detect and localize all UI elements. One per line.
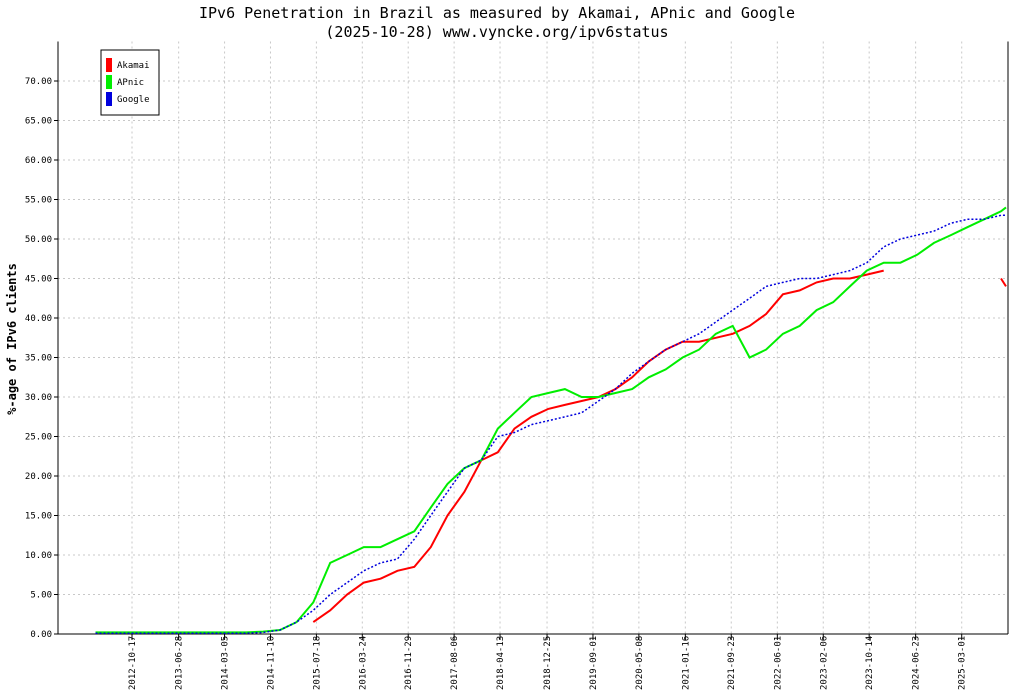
y-tick-label: 10.00 [25,551,52,561]
x-tick-label: 2012-10-17 [128,636,138,690]
y-tick-label: 25.00 [25,433,52,443]
y-tick-label: 15.00 [25,512,52,522]
x-tick-label: 2023-02-06 [819,636,829,690]
x-tick-label: 2025-03-01 [958,636,968,690]
y-tick-label: 55.00 [25,196,52,206]
legend-label: Akamai [117,61,150,71]
x-tick-label: 2022-06-01 [773,636,783,690]
x-tick-label: 2020-05-08 [635,636,645,690]
x-tick-label: 2014-03-05 [221,636,231,690]
legend-label: Google [117,95,150,105]
x-tick-label: 2023-10-14 [865,636,875,690]
y-tick-label: 45.00 [25,275,52,285]
y-tick-label: 70.00 [25,77,52,87]
x-tick-label: 2021-09-23 [727,636,737,690]
y-tick-label: 60.00 [25,156,52,166]
x-tick-label: 2016-03-24 [358,636,368,690]
y-tick-label: 0.00 [30,630,52,640]
x-tick-label: 2019-09-01 [589,636,599,690]
legend-swatch [106,75,112,89]
series-line [312,269,1007,623]
x-tick-label: 2015-07-18 [312,636,322,690]
legend-label: APnic [117,78,144,88]
x-tick-label: 2014-11-10 [266,636,276,690]
y-tick-label: 5.00 [30,591,52,601]
chart-title: IPv6 Penetration in Brazil as measured b… [199,4,795,22]
chart-subtitle: (2025-10-28) www.vyncke.org/ipv6status [325,23,668,41]
x-tick-label: 2013-06-28 [175,636,185,690]
legend-swatch [106,58,112,72]
legend-swatch [106,92,112,106]
y-tick-label: 30.00 [25,393,52,403]
x-tick-label: 2017-08-06 [450,636,460,690]
series-line [95,214,1006,634]
x-tick-label: 2018-12-25 [543,636,553,690]
y-axis-label: %-age of IPv6 clients [5,263,19,415]
y-tick-label: 20.00 [25,472,52,482]
y-tick-label: 35.00 [25,354,52,364]
y-tick-label: 65.00 [25,117,52,127]
y-tick-label: 40.00 [25,314,52,324]
series-line [95,206,1007,634]
x-tick-label: 2021-01-16 [681,636,691,690]
x-tick-label: 2018-04-13 [496,636,506,690]
y-tick-label: 50.00 [25,235,52,245]
x-tick-label: 2024-06-23 [912,636,922,690]
x-tick-label: 2016-11-29 [404,636,414,690]
